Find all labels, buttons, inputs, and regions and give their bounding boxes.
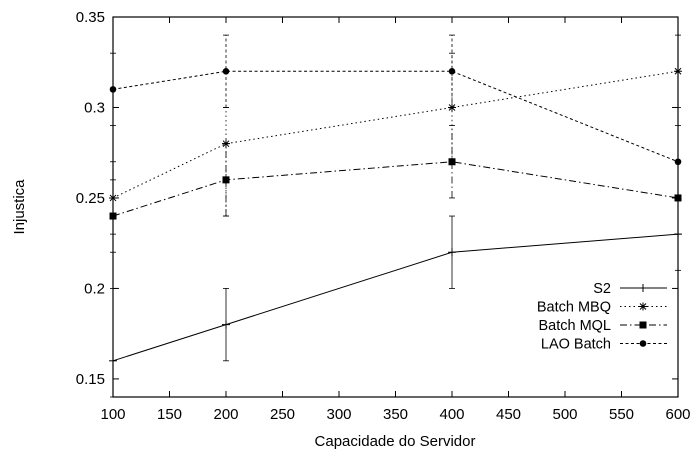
x-tick-label: 200	[213, 406, 238, 423]
star-marker	[448, 103, 456, 112]
y-tick-label: 0.3	[84, 99, 105, 116]
y-tick-label: 0.15	[76, 371, 105, 388]
circle-marker	[639, 340, 647, 347]
x-tick-label: 450	[496, 406, 521, 423]
legend-label: LAO Batch	[541, 337, 611, 353]
x-axis-label: Capacidade do Servidor	[315, 433, 476, 450]
x-tick-label: 400	[439, 406, 464, 423]
series-line-0	[112, 233, 679, 362]
square-marker	[109, 212, 117, 220]
x-tick-label: 600	[665, 406, 690, 423]
legend-label: Batch MQL	[538, 318, 611, 334]
circle-marker	[109, 86, 117, 93]
x-tick-label: 150	[157, 406, 182, 423]
circle-marker	[674, 158, 682, 166]
square-marker	[222, 176, 230, 184]
square-marker	[639, 321, 647, 329]
circle-marker	[222, 67, 230, 75]
star-marker	[222, 139, 230, 148]
circle-marker	[448, 67, 456, 75]
series-line-3	[112, 70, 679, 163]
square-marker	[448, 158, 456, 166]
x-tick-label: 500	[552, 406, 577, 423]
star-marker	[674, 67, 682, 76]
y-tick-label: 0.2	[84, 280, 105, 297]
legend-label: S2	[593, 281, 611, 297]
y-axis-label: Injustica	[11, 179, 28, 235]
series-line-2	[112, 161, 679, 217]
x-tick-label: 250	[270, 406, 295, 423]
series-line-1	[112, 70, 679, 199]
star-marker	[639, 302, 647, 311]
y-tick-label: 0.25	[76, 190, 105, 207]
x-tick-label: 350	[383, 406, 408, 423]
legend-label: Batch MBQ	[537, 300, 611, 316]
x-tick-label: 300	[326, 406, 351, 423]
x-tick-label: 550	[609, 406, 634, 423]
y-tick-label: 0.35	[76, 9, 105, 26]
x-tick-label: 100	[100, 406, 125, 423]
